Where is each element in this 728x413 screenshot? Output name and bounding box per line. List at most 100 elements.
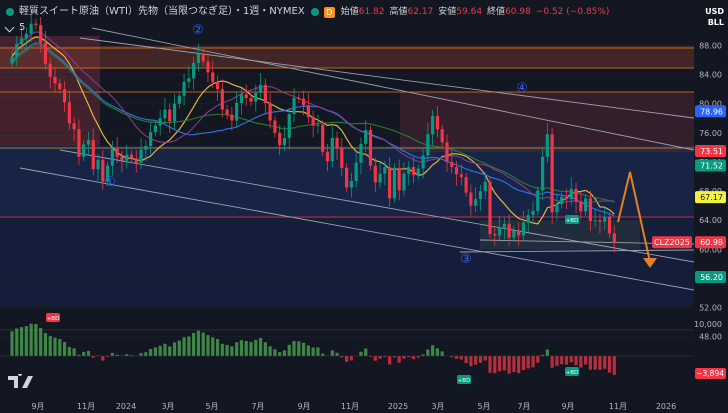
oscillator-bar — [560, 356, 564, 365]
candle-body — [43, 42, 48, 64]
candle-body — [106, 165, 110, 182]
close-readout: 終値60.98 — [487, 7, 531, 17]
currency-unit[interactable]: USD BLL — [705, 7, 724, 27]
oscillator-bar — [211, 337, 215, 356]
price-label-box — [695, 105, 726, 118]
oscillator-bar — [416, 356, 420, 358]
candle-body — [464, 177, 468, 193]
oscillator-bar — [235, 342, 239, 356]
bd-signal-box — [565, 215, 579, 224]
change-readout: −0.52 (−0.85%) — [535, 7, 610, 17]
candle-body — [345, 167, 349, 188]
time-tick-label: 3月 — [431, 402, 444, 411]
candle-body — [220, 89, 224, 110]
candle-body — [149, 132, 153, 146]
oscillator-bar — [230, 346, 234, 356]
oscillator-bar — [15, 328, 19, 356]
candle-body — [96, 159, 100, 170]
oscillator-bar — [249, 341, 253, 356]
oscillator-bar — [345, 356, 349, 362]
candle-body — [235, 103, 239, 121]
oscillator-bar — [101, 356, 105, 361]
candle-body — [521, 222, 526, 236]
oscillator-bar — [598, 356, 602, 370]
candle-body — [440, 129, 444, 143]
candle-body — [187, 78, 191, 82]
trend-channel-line — [459, 249, 695, 253]
candle-body — [593, 220, 597, 222]
oscillator-bar — [139, 353, 143, 356]
candle-body — [115, 148, 119, 157]
candle-body — [182, 81, 186, 96]
candle-body — [536, 190, 540, 211]
candle-body — [268, 103, 272, 121]
time-tick-label: 11月 — [609, 402, 627, 411]
oscillator-bar — [368, 356, 373, 357]
oscillator-bar — [383, 356, 387, 358]
oscillator-bar — [278, 352, 282, 356]
trend-channel-line — [59, 149, 695, 263]
oscillator-bar — [254, 339, 258, 356]
oscillator-bar — [91, 356, 95, 358]
bd-signal-label: +BD — [47, 316, 60, 322]
candle-body — [67, 102, 71, 124]
price-label-box — [695, 191, 726, 204]
oscillator-bar — [321, 353, 325, 356]
candle-body — [215, 81, 220, 90]
price-tick-label: 88.00 — [699, 42, 722, 51]
price-tick-label: 60.00 — [699, 245, 722, 254]
candle-body — [239, 94, 244, 104]
candle-body — [297, 97, 301, 99]
candle-body — [316, 124, 320, 126]
symbol-title[interactable]: 軽質スイート原油（WTI）先物（当限つなぎ足）・1週・NYMEX — [19, 6, 305, 17]
oscillator-bar — [77, 354, 81, 356]
candle-body — [564, 196, 569, 200]
oscillator-bar — [517, 356, 521, 374]
candle-body — [273, 120, 277, 133]
candle-body — [330, 137, 334, 162]
candle-body — [555, 204, 559, 213]
oscillator-bar — [493, 356, 497, 374]
candle-body — [125, 154, 129, 161]
candle-body — [388, 167, 392, 199]
oscillator-bar — [454, 356, 459, 359]
candle-body — [278, 132, 282, 146]
candle-body — [306, 105, 310, 117]
oscillator-bar — [86, 350, 91, 356]
oscillator-bar — [201, 332, 205, 356]
candle-body — [72, 123, 76, 130]
time-tick-label: 5月 — [205, 402, 218, 411]
oscillator-bar — [431, 345, 435, 356]
oscillator-bar — [593, 356, 597, 370]
candle-body — [469, 192, 473, 206]
oscillator-bar — [397, 356, 401, 363]
candle-body — [383, 167, 387, 174]
candle-body — [86, 140, 91, 145]
candle-body — [569, 188, 573, 200]
candle-body — [287, 113, 291, 138]
oscillator-bar — [335, 352, 339, 356]
oscillator-bar — [206, 335, 210, 356]
trend-channel-line — [91, 27, 695, 151]
oscillator-bar — [220, 343, 224, 356]
candle-body — [163, 109, 167, 119]
candle-body — [196, 53, 201, 63]
time-tick-label: 9月 — [561, 402, 574, 411]
oscillator-bar — [149, 349, 153, 356]
indicator-toggle[interactable]: 5 — [4, 22, 25, 33]
wave-label-2: ② — [192, 23, 204, 38]
oscillator-bar — [330, 350, 334, 356]
oscillator-bar — [373, 356, 377, 361]
candle-body — [411, 167, 416, 176]
price-label-text: 78.96 — [700, 107, 723, 116]
market-status-icon — [6, 8, 14, 16]
time-tick-label: 3月 — [161, 402, 174, 411]
oscillator-bar — [483, 356, 487, 361]
oscillator-bar — [29, 323, 33, 356]
candle-body — [325, 151, 330, 162]
candle-body — [478, 191, 483, 200]
oscillator-bar — [584, 356, 588, 365]
candle-body — [426, 134, 430, 156]
oscillator-bar — [239, 340, 244, 356]
